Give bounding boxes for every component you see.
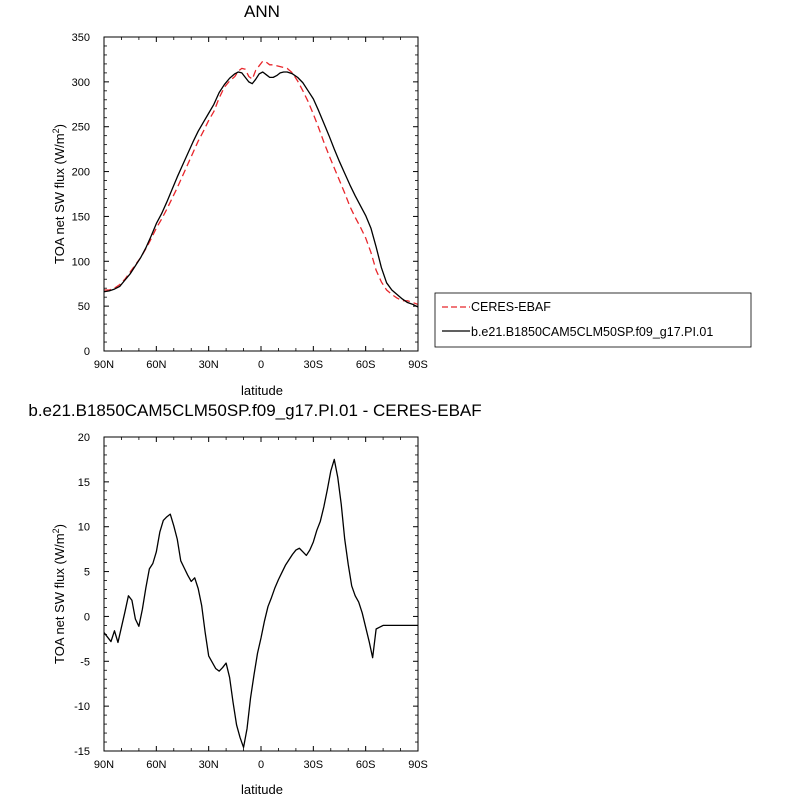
x-tick-label: 0 [258,359,264,371]
y-tick-label: 5 [84,567,90,579]
y-tick-label: 10 [78,522,90,534]
panel-top: ANN 90N 60N 30N 0 30S 60S 90S 0 50 100 150 200 250 30… [51,2,752,398]
x-tick-label: 30S [304,759,324,771]
plot-frame [103,436,419,752]
series-group [103,458,418,749]
x-tick-label: 60S [356,359,376,371]
series-line-ceres-ebaf [104,60,419,305]
panel-bottom: b.e21.B1850CAM5CLM50SP.f09_g17.PI.01 - C… [28,401,481,797]
y-axis-label: TOA net SW flux (W/m2) [51,124,67,264]
y-tick-label: 0 [84,346,90,358]
legend-box [434,292,752,348]
y-axis-label: TOA net SW flux (W/m2) [51,524,67,664]
x-axis-label: latitude [241,383,283,398]
legend-label-ceres: CERES-EBAF [471,300,551,314]
y-tick-label: 20 [78,432,90,444]
y-axis-label-superscript: 2 [51,528,61,533]
x-tick-label: 90S [408,359,428,371]
plot-frame [103,36,419,352]
axes-group: 90N 60N 30N 0 30S 60S 90S -15 -10 -5 0 5 10 15 20 [74,432,428,771]
x-tick-label: 60N [146,359,166,371]
y-tick-label: -10 [74,701,90,713]
x-tick-label: 90N [94,359,114,371]
y-tick-label: 100 [72,256,90,268]
x-tick-label: 30S [304,359,324,371]
x-tick-label: 0 [258,759,264,771]
y-tick-label: 350 [72,32,90,44]
y-tick-label: 300 [72,77,90,89]
chart-title: ANN [244,2,280,21]
axes-group: 90N 60N 30N 0 30S 60S 90S 0 50 100 150 200 250 300 350 [72,32,428,371]
series-group [103,60,419,308]
y-axis-label-superscript: 2 [51,128,61,133]
y-tick-label: 200 [72,167,90,179]
x-tick-label: 60N [146,759,166,771]
y-tick-label: 50 [78,301,90,313]
y-tick-label: 15 [78,477,90,489]
legend-label-model: b.e21.B1850CAM5CLM50SP.f09_g17.PI.01 [471,325,713,339]
x-tick-label: 90S [408,759,428,771]
y-tick-label: 0 [84,611,90,623]
y-tick-label: -5 [80,656,90,668]
x-tick-label: 90N [94,759,114,771]
chart-title: b.e21.B1850CAM5CLM50SP.f09_g17.PI.01 - C… [28,401,481,420]
y-tick-label: 150 [72,211,90,223]
x-axis-label: latitude [241,782,283,797]
y-tick-label: 250 [72,122,90,134]
legend: CERES-EBAF b.e21.B1850CAM5CLM50SP.f09_g1… [434,292,752,348]
series-line-difference [103,458,418,749]
series-line-b-e21-b1850cam5clm50sp-f09-g17-pi-01 [103,71,419,308]
x-tick-label: 30N [199,759,219,771]
x-tick-label: 30N [199,359,219,371]
x-tick-label: 60S [356,759,376,771]
y-tick-label: -15 [74,746,90,758]
